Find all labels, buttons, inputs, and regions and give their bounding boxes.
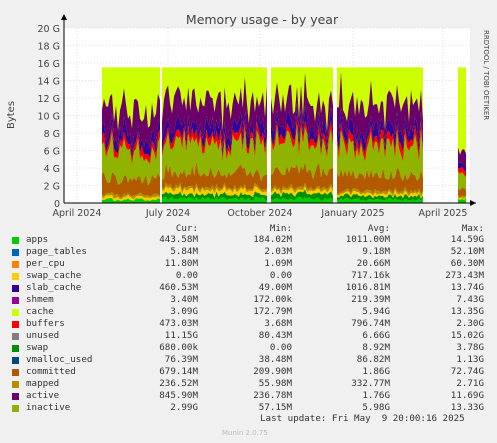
series-area-apps bbox=[271, 196, 333, 203]
y-axis-label: Bytes bbox=[6, 101, 17, 129]
series-area-swap_cache bbox=[162, 185, 267, 198]
axes: 0 2 G 4 G 6 G 8 G 10 G 12 G 14 G 16 G 18 G 20 G Apr… bbox=[38, 14, 476, 219]
series-area-buffers bbox=[162, 119, 267, 161]
series-area-active bbox=[458, 147, 466, 166]
series-area-inactive bbox=[337, 129, 423, 181]
x-tick-label: April 2025 bbox=[419, 208, 468, 219]
series-area-slab_cache bbox=[162, 107, 267, 157]
x-tick-label: July 2024 bbox=[145, 208, 190, 219]
series-area-apps bbox=[337, 197, 423, 203]
series-area-active bbox=[271, 72, 333, 148]
series-area-swap bbox=[337, 193, 423, 201]
series-area-buffers bbox=[102, 125, 160, 165]
series-area-swap bbox=[162, 191, 267, 201]
x-tick-label: April 2024 bbox=[53, 208, 102, 219]
series-area-swap_cache bbox=[102, 194, 160, 202]
series-area-apps bbox=[162, 196, 267, 203]
series-area-committed bbox=[337, 167, 423, 195]
y-tick-label: 18 G bbox=[38, 42, 60, 53]
x-tick-label: January 2025 bbox=[320, 208, 384, 219]
rrdtool-credit: RRDTOOL / TOBI OETIKER bbox=[482, 30, 490, 120]
series-area-mapped bbox=[458, 195, 466, 199]
series-area-slab_cache bbox=[337, 107, 423, 154]
chart-title: Memory usage - by year bbox=[186, 12, 339, 27]
series-area-active bbox=[162, 76, 267, 150]
series-area-apps bbox=[102, 198, 160, 203]
y-tick-label: 20 G bbox=[38, 24, 60, 35]
y-tick-label: 14 G bbox=[38, 77, 60, 88]
series-area-active bbox=[337, 71, 423, 146]
series-area-slab_cache bbox=[458, 162, 466, 172]
series-area-buffers bbox=[337, 120, 423, 162]
series-area-swap_cache bbox=[458, 197, 466, 201]
y-tick-label: 10 G bbox=[38, 112, 60, 123]
series-area-mapped bbox=[102, 191, 160, 200]
series-area-committed bbox=[162, 161, 267, 192]
series-area-backdrop bbox=[458, 67, 466, 203]
x-tick-label: October 2024 bbox=[227, 208, 292, 219]
y-tick-label: 8 G bbox=[44, 129, 60, 140]
series-area-buffers bbox=[271, 115, 333, 158]
series-area-inactive bbox=[162, 127, 267, 181]
series-area-inactive bbox=[102, 131, 160, 186]
series-area-active bbox=[102, 88, 160, 152]
y-tick-label: 12 G bbox=[38, 94, 60, 105]
series-area-inactive bbox=[458, 171, 466, 191]
series-area-swap_cache bbox=[271, 186, 333, 197]
series-area-committed bbox=[271, 161, 333, 192]
series-area-swap_cache bbox=[337, 189, 423, 199]
series-area-committed bbox=[458, 187, 466, 198]
y-axis-arrow bbox=[61, 14, 67, 20]
y-tick-label: 0 bbox=[54, 199, 60, 210]
series-area-mapped bbox=[337, 187, 423, 198]
stacked-areas bbox=[102, 67, 466, 203]
y-tick-label: 4 G bbox=[44, 164, 60, 175]
series-area-mapped bbox=[162, 182, 267, 194]
series-area-inactive bbox=[271, 124, 333, 180]
series-area-committed bbox=[102, 172, 160, 197]
series-area-mapped bbox=[271, 182, 333, 195]
x-axis-arrow bbox=[470, 200, 476, 206]
series-area-apps bbox=[458, 198, 466, 203]
series-area-slab_cache bbox=[271, 102, 333, 154]
y-tick-label: 16 G bbox=[38, 59, 60, 70]
y-tick-label: 2 G bbox=[44, 182, 60, 193]
series-area-slab_cache bbox=[102, 113, 160, 158]
series-area-swap bbox=[271, 189, 333, 201]
series-area-buffers bbox=[458, 166, 466, 178]
y-tick-label: 6 G bbox=[44, 147, 60, 158]
